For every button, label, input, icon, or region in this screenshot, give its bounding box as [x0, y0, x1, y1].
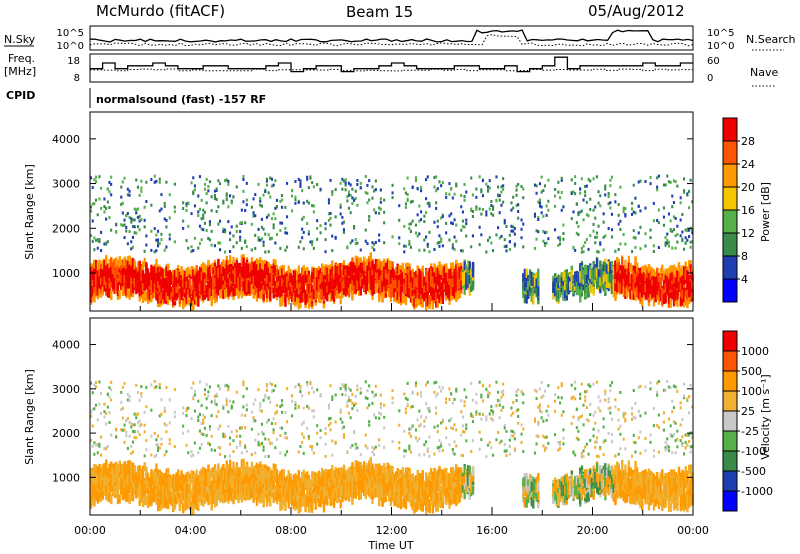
freq-left-tick-bottom: 8 — [74, 73, 80, 84]
noise-panel: 10^5 10^0 10^5 10^0 — [57, 25, 734, 52]
x-tick-label: 00:00 — [677, 524, 709, 537]
nave-series-line — [90, 68, 693, 72]
x-tick-label: 20:00 — [577, 524, 609, 537]
colorbar-swatch — [723, 431, 737, 452]
velocity-xlabel: Time UT — [367, 539, 413, 552]
noise-right-tick-top: 10^5 — [707, 28, 734, 39]
nave-right-tick-top: 60 — [707, 56, 720, 67]
colorbar-tick-label: 25 — [741, 405, 755, 418]
y-tick-label: 4000 — [52, 339, 80, 352]
colorbar-tick-label: -100 — [741, 445, 766, 458]
colorbar-swatch — [723, 331, 737, 352]
power-panel: 1000 2000 3000 4000 Slant Range [km] — [23, 111, 694, 312]
power-colorbar: 4 8 12 16 20 24 28 — [722, 117, 755, 303]
velocity-data-field — [90, 380, 694, 516]
power-y-axis: 1000 2000 3000 4000 — [52, 133, 693, 280]
colorbar-tick-label: -25 — [741, 425, 759, 438]
cpid-label: CPID — [6, 89, 35, 102]
colorbar-swatch — [723, 187, 737, 211]
colorbar-swatch — [723, 141, 737, 165]
colorbar-swatch — [723, 233, 737, 257]
colorbar-swatch — [723, 391, 737, 412]
colorbar-tick-label: 12 — [741, 227, 755, 240]
y-tick-label: 3000 — [52, 178, 80, 191]
date-title: 05/Aug/2012 — [588, 2, 685, 20]
colorbar-swatch — [723, 210, 737, 234]
colorbar-tick-label: 100 — [741, 385, 762, 398]
nsearch-label: N.Search — [746, 33, 796, 46]
colorbar-swatch — [723, 279, 737, 303]
colorbar-swatch — [723, 471, 737, 492]
velocity-ylabel: Slant Range [km] — [23, 369, 36, 465]
x-tick-label: 12:00 — [376, 524, 408, 537]
noise-left-tick-bottom: 10^0 — [57, 41, 84, 52]
noise-left-tick-top: 10^5 — [57, 28, 84, 39]
colorbar-tick-label: 24 — [741, 158, 755, 171]
velocity-colorbar: -1000 -500 -100 -25 25 100 500 1000 — [722, 330, 773, 512]
station-title: McMurdo (fitACF) — [96, 2, 225, 20]
y-tick-label: 1000 — [52, 471, 80, 484]
colorbar-tick-label: 500 — [741, 365, 762, 378]
power-ylabel: Slant Range [km] — [23, 164, 36, 260]
y-tick-label: 2000 — [52, 427, 80, 440]
colorbar-tick-label: 1000 — [741, 345, 769, 358]
x-tick-label: 08:00 — [275, 524, 307, 537]
beam-title: Beam 15 — [346, 3, 413, 21]
x-tick-label: 04:00 — [175, 524, 207, 537]
x-tick-label: 16:00 — [476, 524, 508, 537]
colorbar-tick-label: 16 — [741, 204, 755, 217]
freq-label-1: Freq. — [8, 52, 35, 65]
x-tick-label: 00:00 — [74, 524, 106, 537]
colorbar-swatch — [723, 164, 737, 188]
noise-right-tick-bottom: 10^0 — [707, 41, 734, 52]
colorbar-tick-label: -1000 — [741, 485, 773, 498]
colorbar-swatch — [723, 371, 737, 392]
y-tick-label: 1000 — [52, 267, 80, 280]
power-colorbar-label: Power [dB] — [759, 182, 772, 242]
cpid-text: normalsound (fast) -157 RF — [96, 93, 266, 106]
velocity-panel: 1000 2000 3000 4000 00:00 04:00 08:00 12:00 16:… — [23, 317, 709, 552]
colorbar-tick-label: -500 — [741, 465, 766, 478]
colorbar-swatch — [723, 351, 737, 372]
velocity-colorbar-label: Velocity [m s⁻¹] — [759, 374, 772, 459]
y-tick-label: 3000 — [52, 383, 80, 396]
colorbar-tick-label: 28 — [741, 135, 755, 148]
colorbar-swatch — [723, 411, 737, 432]
nave-right-tick-bottom: 0 — [707, 73, 713, 84]
colorbar-swatch — [723, 118, 737, 142]
nsky-series-line — [89, 29, 694, 43]
colorbar-swatch — [723, 451, 737, 472]
freq-nave-panel: 18 8 60 0 — [67, 53, 720, 84]
y-tick-label: 2000 — [52, 222, 80, 235]
freq-label-2: [MHz] — [4, 65, 36, 78]
colorbar-tick-label: 8 — [741, 250, 748, 263]
power-data-field — [90, 174, 694, 311]
freq-series-line — [90, 56, 693, 73]
velocity-x-axis: 00:00 04:00 08:00 12:00 16:00 20:00 00:00 — [74, 507, 709, 537]
colorbar-tick-label: 20 — [741, 181, 755, 194]
power-x-ticks — [89, 303, 694, 311]
colorbar-swatch — [723, 491, 737, 512]
colorbar-swatch — [723, 256, 737, 280]
nave-label: Nave — [750, 66, 778, 79]
freq-left-tick-top: 18 — [67, 56, 80, 67]
nsky-label: N.Sky — [4, 33, 36, 46]
colorbar-tick-label: 4 — [741, 273, 748, 286]
y-tick-label: 4000 — [52, 133, 80, 146]
velocity-y-axis: 1000 2000 3000 4000 — [52, 339, 693, 484]
